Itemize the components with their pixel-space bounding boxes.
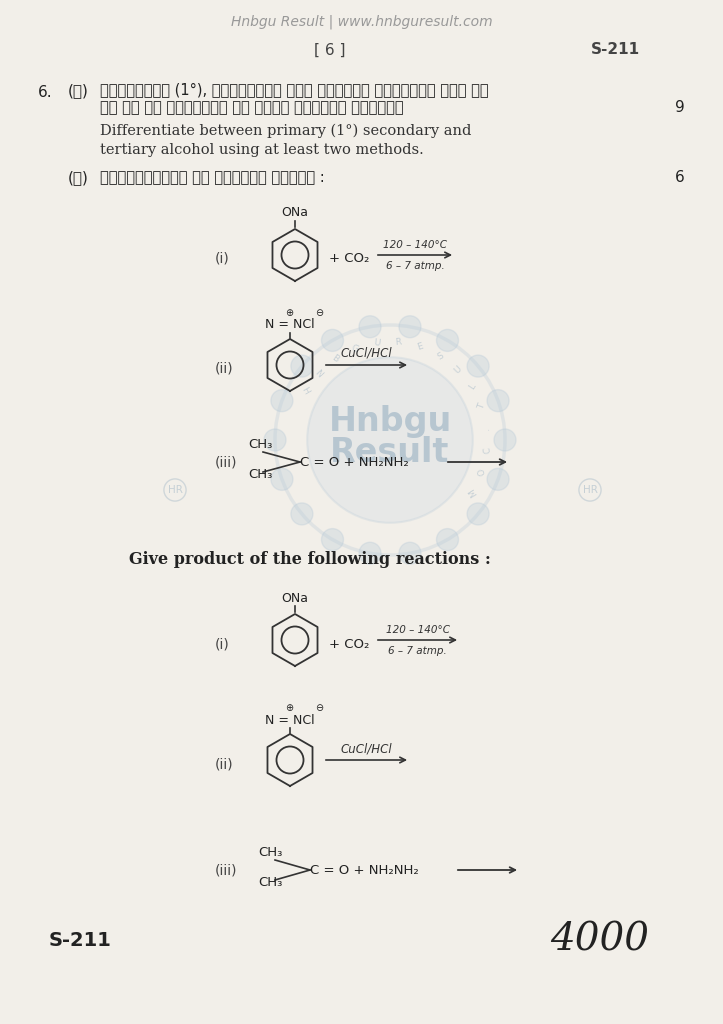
- Circle shape: [399, 543, 421, 564]
- Circle shape: [322, 528, 343, 551]
- Circle shape: [291, 503, 313, 525]
- Text: 4000: 4000: [550, 922, 649, 958]
- Text: .: .: [482, 426, 492, 430]
- Text: 6: 6: [675, 170, 685, 185]
- Text: 6.: 6.: [38, 85, 53, 100]
- Text: U: U: [372, 338, 380, 348]
- Text: 120 – 140°C: 120 – 140°C: [385, 625, 450, 635]
- Text: (व): (व): [68, 170, 89, 185]
- Circle shape: [291, 355, 313, 377]
- Text: CuCl/HCl: CuCl/HCl: [341, 347, 393, 360]
- Text: N: N: [313, 368, 324, 379]
- Text: T: T: [476, 402, 487, 411]
- Circle shape: [271, 468, 293, 490]
- Text: प्राथमिक (1°), द्वितीयक तथा तृतीयक एल्कोहल में कम: प्राथमिक (1°), द्वितीयक तथा तृतीयक एल्को…: [100, 82, 489, 97]
- Circle shape: [467, 355, 489, 377]
- Text: M: M: [467, 486, 479, 498]
- Text: Result: Result: [330, 435, 450, 469]
- Text: C = O + NH₂NH₂: C = O + NH₂NH₂: [300, 456, 408, 469]
- Circle shape: [399, 315, 421, 338]
- Text: 9: 9: [675, 100, 685, 115]
- Circle shape: [487, 390, 509, 412]
- Text: HR: HR: [168, 485, 182, 495]
- Text: (iii): (iii): [215, 863, 237, 877]
- Text: E: E: [416, 342, 424, 352]
- Circle shape: [307, 357, 473, 523]
- Text: + CO₂: + CO₂: [329, 638, 369, 650]
- Text: ⊖: ⊖: [315, 703, 323, 713]
- Circle shape: [467, 503, 489, 525]
- Text: (i): (i): [215, 637, 230, 651]
- Text: (अ): (अ): [68, 83, 89, 98]
- Circle shape: [359, 315, 381, 338]
- Text: L: L: [467, 382, 477, 391]
- Text: (ii): (ii): [215, 757, 234, 771]
- Text: 6 – 7 atmp.: 6 – 7 atmp.: [385, 261, 445, 271]
- Text: (i): (i): [215, 252, 230, 266]
- Text: (ii): (ii): [215, 362, 234, 376]
- Text: Differentiate between primary (1°) secondary and: Differentiate between primary (1°) secon…: [100, 124, 471, 138]
- Text: Hnbgu Result | www.hnbguresult.com: Hnbgu Result | www.hnbguresult.com: [231, 14, 493, 30]
- Circle shape: [322, 330, 343, 351]
- Text: H: H: [300, 386, 311, 396]
- Circle shape: [359, 543, 381, 564]
- Text: ⊕: ⊕: [285, 703, 293, 713]
- Text: Give product of the following reactions :: Give product of the following reactions …: [129, 552, 491, 568]
- Text: S-211: S-211: [591, 43, 640, 57]
- Text: CH₃: CH₃: [248, 438, 273, 452]
- Text: HR: HR: [583, 485, 597, 495]
- Text: O: O: [477, 467, 488, 476]
- Text: N = NCl: N = NCl: [265, 714, 315, 726]
- Text: tertiary alcohol using at least two methods.: tertiary alcohol using at least two meth…: [100, 143, 424, 157]
- Circle shape: [494, 429, 516, 451]
- Text: (iii): (iii): [215, 455, 237, 469]
- Text: ⊖: ⊖: [315, 308, 323, 318]
- Text: C = O + NH₂NH₂: C = O + NH₂NH₂: [310, 863, 419, 877]
- Text: [ 6 ]: [ 6 ]: [315, 43, 346, 57]
- Text: S-211: S-211: [48, 931, 111, 949]
- Text: CuCl/HCl: CuCl/HCl: [341, 742, 393, 755]
- Text: G: G: [350, 343, 360, 354]
- Text: S: S: [435, 351, 445, 361]
- Circle shape: [264, 429, 286, 451]
- Text: 6 – 7 atmp.: 6 – 7 atmp.: [388, 646, 447, 656]
- Text: U: U: [453, 365, 463, 375]
- Circle shape: [437, 528, 458, 551]
- Text: CH₃: CH₃: [248, 469, 273, 481]
- Text: Hnbgu: Hnbgu: [328, 406, 452, 438]
- Text: CH₃: CH₃: [258, 846, 283, 858]
- Text: निम्नलिखित के उत्पाद लिखिए :: निम्नलिखित के उत्पाद लिखिए :: [100, 170, 325, 185]
- Text: N = NCl: N = NCl: [265, 318, 315, 332]
- Circle shape: [271, 390, 293, 412]
- Text: ONa: ONa: [281, 207, 309, 219]
- Text: + CO₂: + CO₂: [329, 253, 369, 265]
- Circle shape: [487, 468, 509, 490]
- Text: 120 – 140°C: 120 – 140°C: [383, 240, 447, 250]
- Text: C: C: [482, 446, 492, 454]
- Text: CH₃: CH₃: [258, 877, 283, 890]
- Text: ⊕: ⊕: [285, 308, 293, 318]
- Text: R: R: [395, 338, 402, 347]
- Text: से कम दो विधियों से अंतर स्पष्ट कीजिए।: से कम दो विधियों से अंतर स्पष्ट कीजिए।: [100, 100, 403, 115]
- Circle shape: [437, 330, 458, 351]
- Text: B: B: [330, 353, 341, 365]
- Text: ONa: ONa: [281, 592, 309, 604]
